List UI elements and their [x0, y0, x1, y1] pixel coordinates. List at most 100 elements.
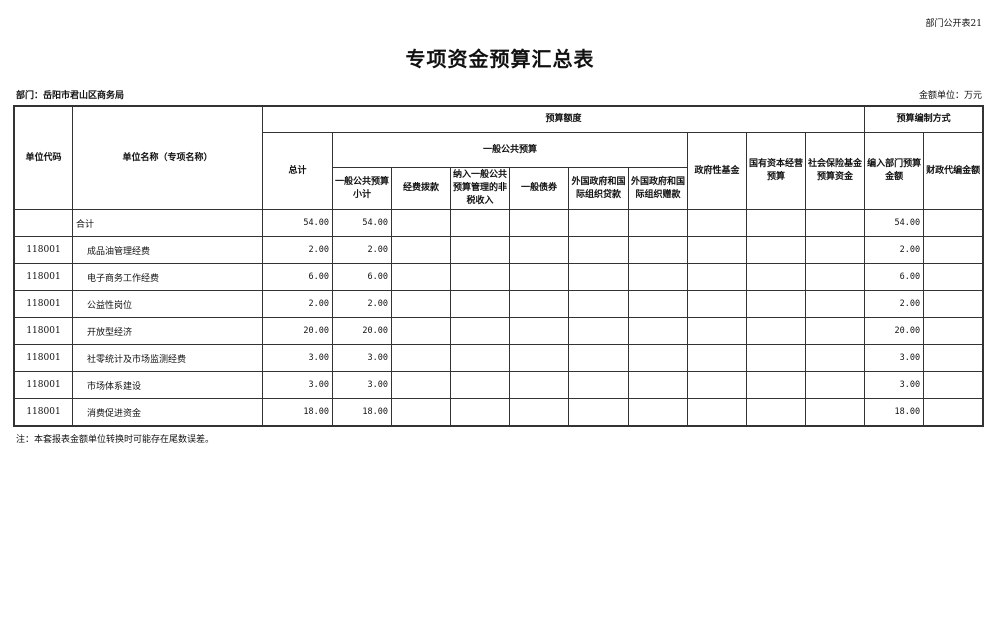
cell-empty — [450, 263, 510, 291]
cell-empty — [628, 263, 688, 291]
cell-empty — [391, 290, 451, 318]
table-row: 118001 社零统计及市场监测经费 3.00 3.00 3.00 — [14, 344, 984, 372]
cell-code — [14, 209, 73, 237]
cell-code: 118001 — [14, 236, 73, 264]
table-row: 118001 市场体系建设 3.00 3.00 3.00 — [14, 371, 984, 399]
cell-empty — [568, 344, 629, 372]
cell-total: 2.00 — [262, 290, 333, 318]
cell-empty — [746, 263, 806, 291]
cell-dept-budget: 18.00 — [864, 398, 925, 426]
cell-empty — [391, 236, 451, 264]
cell-general-subtotal: 6.00 — [332, 263, 392, 291]
cell-dept-budget: 2.00 — [864, 290, 925, 318]
table-row: 118001 成品油管理经费 2.00 2.00 2.00 — [14, 236, 984, 264]
form-number: 部门公开表21 — [925, 19, 982, 29]
header-fiscal-agent: 财政代编金额 — [923, 132, 984, 210]
cell-name: 社零统计及市场监测经费 — [72, 344, 263, 372]
cell-empty — [568, 290, 629, 318]
cell-empty — [628, 398, 688, 426]
cell-total: 54.00 — [262, 209, 333, 237]
cell-code: 118001 — [14, 317, 73, 345]
cell-empty — [804, 290, 866, 318]
cell-empty — [628, 236, 688, 264]
cell-dept-budget: 2.00 — [864, 236, 925, 264]
cell-total: 2.00 — [262, 236, 333, 264]
cell-dept-budget: 20.00 — [864, 317, 925, 345]
cell-empty — [509, 344, 569, 372]
cell-empty — [804, 263, 866, 291]
header-budget-amount: 预算额度 — [261, 106, 866, 133]
cell-empty — [687, 317, 747, 345]
cell-code: 118001 — [14, 290, 73, 318]
cell-empty — [804, 317, 866, 345]
cell-dept-budget: 3.00 — [864, 344, 925, 372]
cell-empty — [391, 263, 451, 291]
header-foreign-grants: 外国政府和国际组织赠款 — [628, 167, 688, 210]
cell-empty — [568, 209, 629, 237]
footnote: 注：本套报表金额单位转换时可能存在尾数误差。 — [16, 435, 215, 445]
header-general: 一般公共预算 — [332, 132, 688, 168]
cell-general-subtotal: 3.00 — [332, 371, 392, 399]
header-social-insurance: 社会保险基金预算资金 — [804, 132, 866, 210]
header-bonds: 一般债券 — [509, 167, 569, 210]
cell-empty — [509, 236, 569, 264]
header-method: 预算编制方式 — [864, 106, 984, 133]
cell-general-subtotal: 2.00 — [332, 290, 392, 318]
cell-code: 118001 — [14, 398, 73, 426]
cell-code: 118001 — [14, 263, 73, 291]
page-title: 专项资金预算汇总表 — [405, 47, 595, 71]
cell-empty — [804, 236, 866, 264]
unit-label: 金额单位：万元 — [918, 91, 982, 101]
cell-empty — [450, 317, 510, 345]
header-dept-budget: 编入部门预算金额 — [864, 132, 925, 210]
cell-dept-budget: 6.00 — [864, 263, 925, 291]
cell-fiscal-agent — [923, 290, 984, 318]
cell-empty — [628, 290, 688, 318]
cell-empty — [568, 317, 629, 345]
table-row: 118001 公益性岗位 2.00 2.00 2.00 — [14, 290, 984, 318]
cell-fiscal-agent — [923, 344, 984, 372]
cell-empty — [568, 236, 629, 264]
cell-general-subtotal: 2.00 — [332, 236, 392, 264]
cell-empty — [628, 209, 688, 237]
cell-empty — [804, 398, 866, 426]
cell-empty — [687, 371, 747, 399]
cell-empty — [628, 317, 688, 345]
cell-code: 118001 — [14, 344, 73, 372]
cell-name: 市场体系建设 — [72, 371, 263, 399]
cell-empty — [509, 263, 569, 291]
cell-name: 消费促进资金 — [72, 398, 263, 426]
cell-name: 合计 — [72, 209, 263, 237]
cell-empty — [568, 398, 629, 426]
cell-empty — [628, 344, 688, 372]
cell-empty — [687, 290, 747, 318]
cell-empty — [746, 344, 806, 372]
cell-total: 3.00 — [262, 371, 333, 399]
cell-total: 20.00 — [262, 317, 333, 345]
table-row: 合计 54.00 54.00 54.00 — [14, 209, 984, 237]
header-appropriation: 经费拨款 — [391, 167, 451, 210]
cell-empty — [746, 398, 806, 426]
table-row: 118001 消费促进资金 18.00 18.00 18.00 — [14, 398, 984, 426]
cell-total: 6.00 — [262, 263, 333, 291]
header-state-capital: 国有资本经营预算 — [746, 132, 806, 210]
cell-empty — [568, 263, 629, 291]
cell-name: 开放型经济 — [72, 317, 263, 345]
cell-fiscal-agent — [923, 236, 984, 264]
cell-empty — [450, 371, 510, 399]
cell-empty — [509, 290, 569, 318]
header-code: 单位代码 — [14, 106, 73, 210]
cell-empty — [687, 209, 747, 237]
cell-empty — [687, 398, 747, 426]
cell-general-subtotal: 20.00 — [332, 317, 392, 345]
cell-general-subtotal: 54.00 — [332, 209, 392, 237]
cell-code: 118001 — [14, 371, 73, 399]
cell-name: 成品油管理经费 — [72, 236, 263, 264]
cell-total: 18.00 — [262, 398, 333, 426]
header-name: 单位名称（专项名称） — [72, 106, 263, 210]
cell-empty — [391, 317, 451, 345]
cell-empty — [687, 236, 747, 264]
cell-empty — [509, 371, 569, 399]
table-row: 118001 电子商务工作经费 6.00 6.00 6.00 — [14, 263, 984, 291]
cell-fiscal-agent — [923, 371, 984, 399]
